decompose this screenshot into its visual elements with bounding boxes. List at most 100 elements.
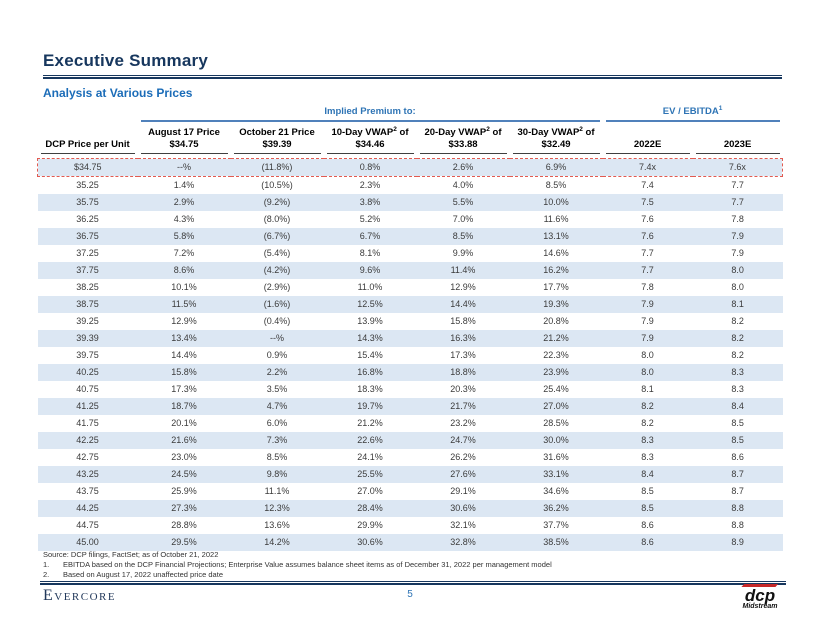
table-cell: 12.5% bbox=[323, 296, 417, 313]
table-row: 40.25 15.8% 2.2% 16.8% 18.8% 23.9% 8.0 8.3 bbox=[37, 364, 783, 381]
table-cell: 7.0% bbox=[452, 214, 474, 224]
column-header: 2023E bbox=[693, 122, 783, 159]
table-cell: 8.3 bbox=[692, 364, 783, 381]
table-cell: 34.6% bbox=[543, 486, 569, 496]
source-note: Source: DCP filings, FactSet; as of Octo… bbox=[43, 550, 219, 559]
footnote-1: 1. EBITDA based on the DCP Financial Pro… bbox=[43, 560, 552, 570]
table-cell: 8.5 bbox=[692, 432, 783, 449]
table-cell: 12.3% bbox=[230, 500, 324, 517]
table-cell: 16.3% bbox=[416, 330, 510, 347]
table-cell: 22.6% bbox=[323, 432, 417, 449]
page-number: 5 bbox=[407, 589, 413, 600]
table-cell: 25.4% bbox=[543, 384, 569, 394]
table-cell: 8.2 bbox=[731, 316, 744, 326]
table-cell: 15.8% bbox=[137, 364, 231, 381]
column-header-row: DCP Price per Unit August 17 Price $34.75 O… bbox=[38, 122, 783, 159]
table-cell: 8.1 bbox=[692, 296, 783, 313]
table-cell: 7.9 bbox=[692, 228, 783, 245]
table-cell: (11.8%) bbox=[230, 158, 324, 177]
table-cell: 8.5 bbox=[641, 486, 654, 496]
table-cell: 7.8 bbox=[641, 282, 654, 292]
column-header: 10-Day VWAP2 of $34.46 bbox=[324, 122, 417, 159]
table-cell: 8.5 bbox=[731, 418, 744, 428]
table-cell: 7.4 bbox=[641, 180, 654, 190]
page-title: Executive Summary bbox=[43, 51, 208, 70]
table-cell: 8.4 bbox=[692, 398, 783, 415]
table-cell: 19.3% bbox=[509, 296, 603, 313]
group-header-row: Implied Premium to: EV / EBITDA1 bbox=[38, 105, 783, 122]
table-cell: 42.25 bbox=[37, 432, 138, 449]
table-row: 37.75 8.6% (4.2%) 9.6% 11.4% 16.2% 7.7 8.0 bbox=[37, 262, 783, 279]
table-cell: 21.2% bbox=[509, 330, 603, 347]
dcp-logo-midstream-label: Midstream bbox=[742, 602, 778, 610]
title-divider-thick-line bbox=[43, 77, 782, 79]
table-cell: 21.6% bbox=[137, 432, 231, 449]
table-cell: 8.6 bbox=[641, 520, 654, 530]
table-cell: 6.0% bbox=[266, 418, 288, 428]
table-cell: 11.0% bbox=[357, 282, 383, 292]
table-cell: (10.5%) bbox=[261, 180, 293, 190]
footnote-1-number: 1. bbox=[43, 560, 50, 569]
table-cell: 13.1% bbox=[509, 228, 603, 245]
price-analysis-table-wrapper: Implied Premium to: EV / EBITDA1 DCP Price… bbox=[37, 105, 784, 551]
table-cell: 37.75 bbox=[37, 262, 138, 279]
table-cell: 8.8 bbox=[731, 520, 744, 530]
table-cell: 18.8% bbox=[416, 364, 510, 381]
table-cell: 32.8% bbox=[416, 534, 510, 551]
table-cell: 38.75 bbox=[37, 296, 138, 313]
section-subtitle: Analysis at Various Prices bbox=[43, 86, 193, 100]
column-header: 30-Day VWAP2 of $32.49 bbox=[510, 122, 603, 159]
table-cell: 28.4% bbox=[323, 500, 417, 517]
table-cell: 20.3% bbox=[450, 384, 476, 394]
table-row: 43.75 25.9% 11.1% 27.0% 29.1% 34.6% 8.5 8.7 bbox=[38, 483, 783, 500]
table-cell: 4.3% bbox=[173, 214, 195, 224]
table-row: 42.25 21.6% 7.3% 22.6% 24.7% 30.0% 8.3 8.5 bbox=[37, 432, 783, 449]
table-cell: 39.25 bbox=[76, 316, 99, 326]
table-cell: 18.3% bbox=[357, 384, 383, 394]
table-row: 35.75 2.9% (9.2%) 3.8% 5.5% 10.0% 7.5 7.7 bbox=[37, 194, 783, 211]
table-cell: 11.1% bbox=[264, 486, 290, 496]
table-cell: 7.9 bbox=[731, 248, 744, 258]
table-cell: 8.5% bbox=[266, 452, 288, 462]
table-row: 37.25 7.2% (5.4%) 8.1% 9.9% 14.6% 7.7 7.9 bbox=[38, 245, 783, 262]
table-cell: 8.0 bbox=[641, 350, 654, 360]
table-cell: 41.75 bbox=[76, 418, 99, 428]
dcp-logo-wordmark: dcp bbox=[744, 585, 776, 605]
table-row: 44.25 27.3% 12.3% 28.4% 30.6% 36.2% 8.5 8.8 bbox=[37, 500, 783, 517]
table-cell: 9.6% bbox=[323, 262, 417, 279]
table-cell: 8.6 bbox=[731, 452, 744, 462]
table-cell: 35.75 bbox=[37, 194, 138, 211]
dcp-midstream-logo: dcp Midstream bbox=[730, 584, 790, 611]
table-row: 43.25 24.5% 9.8% 25.5% 27.6% 33.1% 8.4 8.7 bbox=[37, 466, 783, 483]
table-cell: 7.6x bbox=[692, 158, 784, 177]
table-row: 38.75 11.5% (1.6%) 12.5% 14.4% 19.3% 7.9 8.1 bbox=[37, 296, 783, 313]
table-cell: 43.75 bbox=[76, 486, 99, 496]
highlighted-row: $34.75 --% (11.8%) 0.8% 2.6% 6.9% 7.4x 7.6x bbox=[37, 158, 784, 177]
table-cell: 45.00 bbox=[37, 534, 138, 551]
table-cell: --% bbox=[137, 158, 231, 177]
table-cell: 21.7% bbox=[416, 398, 510, 415]
table-cell: 4.7% bbox=[230, 398, 324, 415]
table-cell: 4.0% bbox=[452, 180, 474, 190]
table-cell: 28.5% bbox=[543, 418, 569, 428]
table-cell: 16.8% bbox=[323, 364, 417, 381]
table-cell: (4.2%) bbox=[230, 262, 324, 279]
table-row: 39.25 12.9% (0.4%) 13.9% 15.8% 20.8% 7.9 8.2 bbox=[38, 313, 783, 330]
table-cell: 8.0 bbox=[692, 262, 783, 279]
table-cell: 39.39 bbox=[37, 330, 138, 347]
price-analysis-table: Implied Premium to: EV / EBITDA1 DCP Price… bbox=[37, 105, 784, 551]
table-row: 39.75 14.4% 0.9% 15.4% 17.3% 22.3% 8.0 8.2 bbox=[38, 347, 783, 364]
table-row: 41.75 20.1% 6.0% 21.2% 23.2% 28.5% 8.2 8.5 bbox=[38, 415, 783, 432]
table-row: 38.25 10.1% (2.9%) 11.0% 12.9% 17.7% 7.8 8.0 bbox=[38, 279, 783, 296]
table-cell: 44.75 bbox=[76, 520, 99, 530]
table-cell: 2.9% bbox=[137, 194, 231, 211]
table-cell: 14.2% bbox=[230, 534, 324, 551]
table-cell: 8.0 bbox=[731, 282, 744, 292]
dcp-logo-red-slash-icon bbox=[741, 584, 779, 587]
table-cell: 8.2 bbox=[602, 398, 693, 415]
table-cell: 33.1% bbox=[509, 466, 603, 483]
table-cell: 25.5% bbox=[323, 466, 417, 483]
table-cell: 6.9% bbox=[509, 158, 603, 177]
table-cell: 13.6% bbox=[264, 520, 290, 530]
